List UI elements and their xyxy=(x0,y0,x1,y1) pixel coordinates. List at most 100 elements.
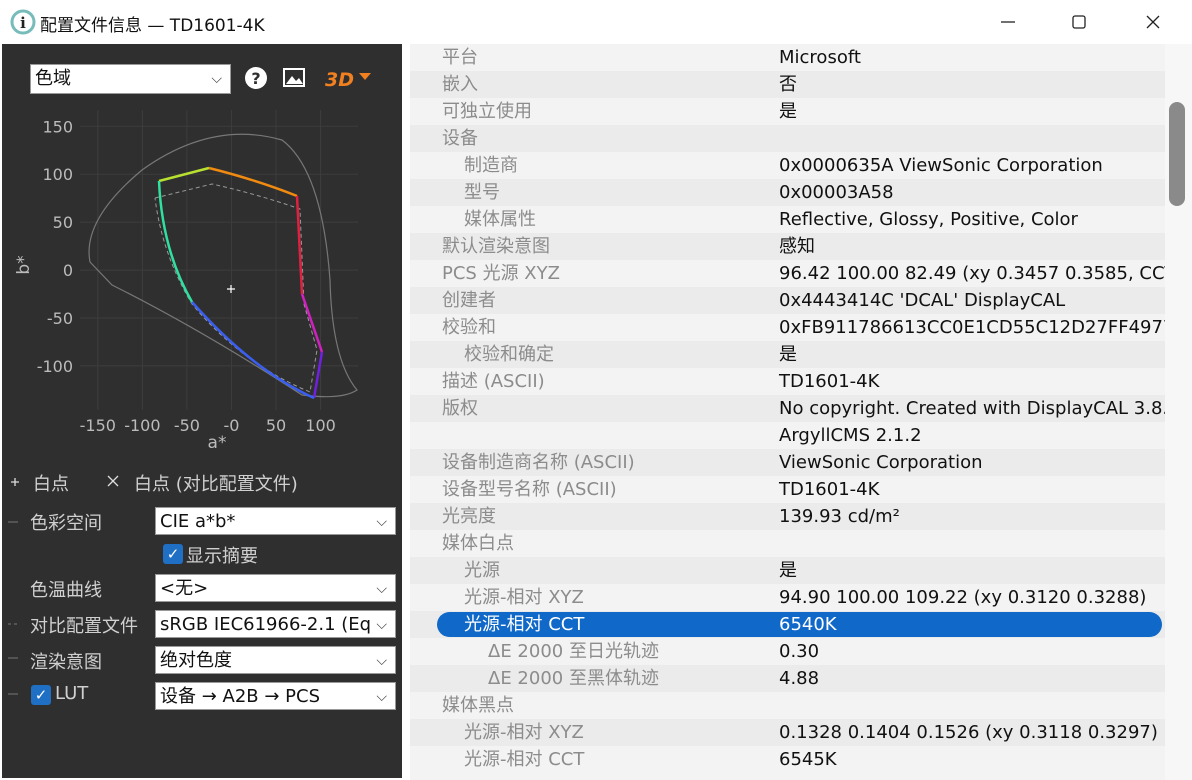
spectral-locus xyxy=(88,133,358,398)
info-value: 0x0000635A ViewSonic Corporation xyxy=(779,155,1103,176)
dropdown-value: CIE a*b* xyxy=(160,511,236,532)
gamut-edge xyxy=(312,351,324,399)
info-value: TD1601-4K xyxy=(779,479,880,500)
info-key: 媒体黑点 xyxy=(442,695,514,716)
info-row[interactable]: 光源-相对 XYZ 94.90 100.00 109.22 (xy 0.3120 … xyxy=(410,584,1165,611)
info-row[interactable]: 默认渲染意图 感知 xyxy=(410,233,1165,260)
info-row[interactable]: 光源-相对 CCT 6545K xyxy=(410,746,1165,773)
y-tick-label: 50 xyxy=(53,213,73,232)
x-tick-label: 50 xyxy=(266,416,286,435)
lut-dropdown[interactable]: 设备 → A2B → PCS ⌵ xyxy=(155,682,396,710)
info-value: 是 xyxy=(779,101,797,122)
close-button[interactable] xyxy=(1130,8,1176,36)
legend-icon xyxy=(11,478,19,486)
x-tick-label: -50 xyxy=(174,416,200,435)
dropdown-value: <无> xyxy=(160,578,209,599)
title-bar: i 配置文件信息 — TD1601-4K xyxy=(0,0,1192,44)
3d-icon[interactable]: 3D xyxy=(325,69,354,91)
dropdown-value: 色域 xyxy=(35,68,71,89)
setting-label: 色温曲线 xyxy=(30,580,102,601)
x-tick-label: -150 xyxy=(80,416,116,435)
info-value: 是 xyxy=(779,560,797,581)
info-row[interactable]: 校验和 0xFB911786613CC0E1CD55C12D27FF4977 xyxy=(410,314,1165,341)
info-value: 0xFB911786613CC0E1CD55C12D27FF4977 xyxy=(779,317,1165,338)
left-panel: -100 -50 0 50 100 150 100 50 -0 -50 -100 -150 a* b*… xyxy=(2,44,402,778)
info-value: 139.93 cd/m² xyxy=(779,506,900,527)
maximize-button[interactable] xyxy=(1056,8,1102,36)
info-row[interactable]: ΔE 2000 至日光轨迹 0.30 xyxy=(410,638,1165,665)
dropdown-value: 设备 → A2B → PCS xyxy=(160,686,321,707)
intent-dropdown[interactable]: 绝对色度 ⌵ xyxy=(155,646,396,674)
minimize-button[interactable] xyxy=(985,8,1031,36)
info-key: 描述 (ASCII) xyxy=(442,371,545,392)
3d-menu-arrow[interactable] xyxy=(359,73,371,80)
x-tick-label: -100 xyxy=(124,416,160,435)
info-value: 6545K xyxy=(779,749,837,770)
info-value: 感知 xyxy=(779,236,815,257)
info-key: 设备型号名称 (ASCII) xyxy=(442,479,617,500)
info-row[interactable]: 媒体黑点 xyxy=(410,692,1165,719)
temp-curve-dropdown[interactable]: <无> ⌵ xyxy=(155,574,396,602)
info-row[interactable]: ArgyllCMS 2.1.2 xyxy=(410,422,1165,449)
info-value: 0.1328 0.1404 0.1526 (xy 0.3118 0.3297) xyxy=(779,722,1158,743)
info-value: 0x4443414C 'DCAL' DisplayCAL xyxy=(779,290,1066,311)
info-row[interactable]: 版权 No copyright. Created with DisplayCAL … xyxy=(410,395,1165,422)
white-point xyxy=(227,285,235,293)
app-icon: i xyxy=(10,9,36,35)
info-key: 平台 xyxy=(442,47,478,68)
info-key: 默认渲染意图 xyxy=(442,236,550,257)
info-row[interactable]: 制造商 0x0000635A ViewSonic Corporation xyxy=(410,152,1165,179)
info-row[interactable]: 光源 是 xyxy=(410,557,1165,584)
view-dropdown[interactable]: 色域 ⌵ xyxy=(30,64,231,94)
checkbox[interactable]: ✓ xyxy=(163,544,183,564)
checkbox-label: 显示摘要 xyxy=(186,546,258,567)
info-row[interactable]: 光源-相对 XYZ 0.1328 0.1404 0.1526 (xy 0.3118… xyxy=(410,719,1165,746)
info-row[interactable]: 型号 0x00003A58 xyxy=(410,179,1165,206)
info-row[interactable]: 设备制造商名称 (ASCII) ViewSonic Corporation xyxy=(410,449,1165,476)
row-marker xyxy=(8,521,18,695)
x-axis-label: a* xyxy=(208,433,227,453)
compare-gamut xyxy=(154,183,318,393)
info-row[interactable]: 嵌入 否 xyxy=(410,71,1165,98)
y-tick-label: 100 xyxy=(42,165,73,184)
info-row[interactable]: 校验和确定 是 xyxy=(410,341,1165,368)
info-row[interactable]: 描述 (ASCII) TD1601-4K xyxy=(410,368,1165,395)
info-row[interactable]: 创建者 0x4443414C 'DCAL' DisplayCAL xyxy=(410,287,1165,314)
info-row[interactable]: 设备型号名称 (ASCII) TD1601-4K xyxy=(410,476,1165,503)
y-tick-label: 0 xyxy=(63,261,73,280)
y-tick-label: 150 xyxy=(42,117,73,136)
selection-highlight xyxy=(437,612,1162,637)
info-value: No copyright. Created with DisplayCAL 3.… xyxy=(779,398,1165,419)
info-row[interactable]: 媒体属性 Reflective, Glossy, Positive, Color xyxy=(410,206,1165,233)
info-value: 否 xyxy=(779,74,797,95)
info-value: 是 xyxy=(779,344,797,365)
x-tick-label: -0 xyxy=(223,416,239,435)
info-row[interactable]: 媒体白点 xyxy=(410,530,1165,557)
info-row[interactable]: 设备 xyxy=(410,125,1165,152)
compare-profile-dropdown[interactable]: sRGB IEC61966-2.1 (Eq ⌵ xyxy=(155,610,396,638)
gamut-edge xyxy=(295,195,304,295)
info-row[interactable]: 光亮度 139.93 cd/m² xyxy=(410,503,1165,530)
info-row[interactable]: 可独立使用 是 xyxy=(410,98,1165,125)
help-icon[interactable] xyxy=(245,67,267,89)
setting-label: 渲染意图 xyxy=(30,652,102,673)
scroll-thumb[interactable] xyxy=(1169,102,1185,206)
gamut-edge xyxy=(157,180,194,303)
checkbox[interactable]: ✓ xyxy=(31,685,51,705)
x-tick-label: 100 xyxy=(305,416,336,435)
window-title: 配置文件信息 — TD1601-4K xyxy=(40,16,265,36)
info-row[interactable]: PCS 光源 XYZ 96.42 100.00 82.49 (xy 0.3457 … xyxy=(410,260,1165,287)
info-value: Microsoft xyxy=(779,47,861,68)
image-icon[interactable] xyxy=(283,68,305,87)
info-key: 光亮度 xyxy=(442,506,496,527)
gamut-edge xyxy=(191,301,315,400)
color-space-dropdown[interactable]: CIE a*b* ⌵ xyxy=(155,507,396,535)
setting-label: 对比配置文件 xyxy=(30,616,138,637)
info-row[interactable]: ΔE 2000 至黑体轨迹 4.88 xyxy=(410,665,1165,692)
info-row[interactable]: 平台 Microsoft xyxy=(410,44,1165,71)
info-key: 光源 xyxy=(464,560,500,581)
info-value: 94.90 100.00 109.22 (xy 0.3120 0.3288) xyxy=(779,587,1147,608)
scrollbar[interactable] xyxy=(1165,44,1192,780)
info-row[interactable]: 光源-相对 CCT 6540K xyxy=(410,611,1165,638)
info-key: 嵌入 xyxy=(442,74,478,95)
